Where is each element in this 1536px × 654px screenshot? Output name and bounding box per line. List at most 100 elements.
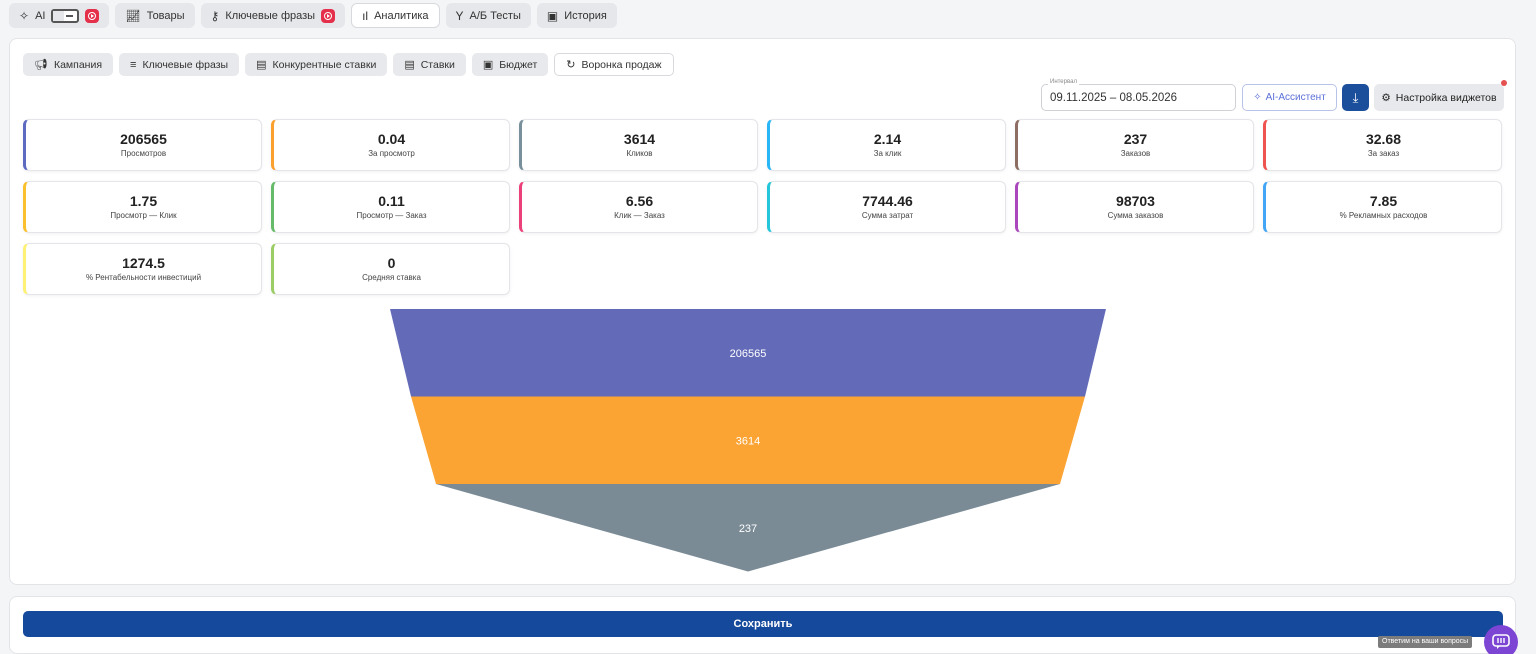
- subtab-campaign-label: Кампания: [53, 58, 103, 71]
- wallet-icon: ▣: [482, 59, 494, 71]
- metric-label: Сумма заказов: [1107, 211, 1164, 220]
- metric-label: За клик: [873, 149, 902, 158]
- video-badge-icon: [321, 8, 336, 23]
- ai-assistant-label: AI-Ассистент: [1265, 92, 1326, 103]
- analytics-panel: 📢︎ Кампания ≡ Ключевые фразы ▤ Конкурент…: [9, 38, 1516, 585]
- metric-value: 32.68: [1365, 131, 1402, 147]
- metric-value: 1.75: [129, 193, 158, 209]
- metric-value: 0: [387, 255, 396, 271]
- funnel-stage-label: 206565: [730, 348, 767, 360]
- analytics-sub-tabs: 📢︎ Кампания ≡ Ключевые фразы ▤ Конкурент…: [23, 53, 674, 76]
- metric-label: Клик — Заказ: [614, 211, 665, 220]
- ai-toggle[interactable]: [51, 8, 80, 23]
- metric-label: Сумма затрат: [861, 211, 914, 220]
- subtab-competitor-bids-label: Конкурентные ставки: [272, 58, 377, 71]
- metric-value: 0.04: [377, 131, 406, 147]
- date-interval-value: 09.11.2025 – 08.05.2026: [1050, 92, 1178, 104]
- metric-card: 1274.5 % Рентабельности инвестиций: [23, 243, 262, 295]
- tab-products-label: Товары: [146, 9, 185, 22]
- list-check-icon: ≡: [130, 58, 137, 71]
- date-interval-field[interactable]: Интервал 09.11.2025 – 08.05.2026: [1041, 79, 1236, 111]
- tab-history[interactable]: ▣ История: [536, 3, 617, 28]
- split-icon: Y: [455, 8, 464, 23]
- save-panel: Сохранить: [9, 596, 1516, 654]
- subtab-campaign[interactable]: 📢︎ Кампания: [23, 53, 114, 76]
- bar-chart-icon: ıl: [362, 8, 369, 23]
- subtab-sales-funnel-label: Воронка продаж: [581, 58, 662, 71]
- funnel-stage-3[interactable]: [436, 484, 1060, 572]
- funnel-stage-1[interactable]: [390, 309, 1106, 397]
- key-icon: ⚷: [210, 8, 220, 23]
- metric-card: 32.68 За заказ: [1263, 119, 1502, 171]
- subtab-competitor-bids[interactable]: ▤ Конкурентные ставки: [245, 53, 388, 76]
- metric-label: Просмотр — Клик: [110, 211, 177, 220]
- chat-icon: [1492, 634, 1510, 649]
- subtab-bids-label: Ставки: [420, 58, 455, 71]
- money-icon: ▤: [404, 59, 415, 71]
- subtab-keywords-label: Ключевые фразы: [142, 58, 229, 71]
- chat-button[interactable]: [1484, 625, 1518, 654]
- widget-settings-button[interactable]: ⚙ Настройка виджетов: [1374, 80, 1507, 111]
- subtab-bids[interactable]: ▤ Ставки: [393, 53, 466, 76]
- chart-line-icon: 📈︎: [125, 8, 141, 23]
- metric-label: За просмотр: [368, 149, 415, 158]
- tab-keywords[interactable]: ⚷ Ключевые фразы: [200, 3, 346, 28]
- metric-value: 1274.5: [122, 255, 165, 271]
- top-tabs: ✧ AI 📈︎ Товары ⚷ Ключевые фразы ıl Анали…: [9, 3, 617, 28]
- subtab-budget[interactable]: ▣ Бюджет: [471, 53, 549, 76]
- metric-value: 7744.46: [862, 193, 913, 209]
- metric-value: 237: [1123, 131, 1148, 147]
- subtab-sales-funnel[interactable]: ↻ Воронка продаж: [554, 53, 674, 76]
- metric-card: 7.85 % Рекламных расходов: [1263, 181, 1502, 233]
- save-button[interactable]: Сохранить: [23, 611, 1503, 637]
- download-icon: ⤓: [1352, 89, 1359, 105]
- metric-label: Просмотр — Заказ: [356, 211, 427, 220]
- tab-ab-tests-label: А/Б Тесты: [469, 9, 521, 22]
- metric-card: 3614 Кликов: [519, 119, 758, 171]
- subtab-keywords[interactable]: ≡ Ключевые фразы: [119, 53, 240, 76]
- metric-card: 0 Средняя ставка: [271, 243, 510, 295]
- money-icon: ▤: [256, 59, 267, 71]
- subtab-budget-label: Бюджет: [499, 58, 538, 71]
- metric-label: % Рекламных расходов: [1339, 211, 1428, 220]
- tab-ai[interactable]: ✧ AI: [9, 3, 110, 28]
- metric-card: 237 Заказов: [1015, 119, 1254, 171]
- metric-value: 7.85: [1369, 193, 1398, 209]
- metric-label: Средняя ставка: [362, 273, 421, 282]
- sparkle-icon: ✧: [19, 8, 30, 23]
- metric-label: % Рентабельности инвестиций: [85, 273, 202, 282]
- metric-card: 6.56 Клик — Заказ: [519, 181, 758, 233]
- tab-ab-tests[interactable]: Y А/Б Тесты: [445, 3, 531, 28]
- metric-value: 3614: [623, 131, 656, 147]
- notification-dot: [1501, 80, 1507, 86]
- metric-card: 0.11 Просмотр — Заказ: [271, 181, 510, 233]
- tab-products[interactable]: 📈︎ Товары: [115, 3, 195, 28]
- metric-card: 206565 Просмотров: [23, 119, 262, 171]
- download-button[interactable]: ⤓: [1342, 84, 1369, 111]
- metric-card: 7744.46 Сумма затрат: [767, 181, 1006, 233]
- tab-history-label: История: [564, 9, 607, 22]
- history-icon: ▣: [546, 8, 559, 23]
- metric-card: 2.14 За клик: [767, 119, 1006, 171]
- widget-settings-label: Настройка виджетов: [1395, 91, 1497, 104]
- metric-card: 1.75 Просмотр — Клик: [23, 181, 262, 233]
- tab-ai-label: AI: [35, 9, 46, 22]
- metric-value: 2.14: [873, 131, 902, 147]
- sparkle-icon: ✧: [1253, 92, 1262, 103]
- funnel-history-icon: ↻: [566, 59, 576, 71]
- funnel-stage-label: 3614: [736, 435, 760, 447]
- ai-assistant-button[interactable]: ✧ AI-Ассистент: [1242, 84, 1337, 111]
- tab-analytics[interactable]: ıl Аналитика: [351, 3, 440, 28]
- metric-label: Просмотров: [120, 149, 167, 158]
- metric-label: За заказ: [1367, 149, 1400, 158]
- metric-label: Заказов: [1120, 149, 1151, 158]
- metric-value: 98703: [1116, 193, 1155, 209]
- metric-card: 98703 Сумма заказов: [1015, 181, 1254, 233]
- metric-value: 206565: [120, 131, 167, 147]
- gear-icon: ⚙: [1381, 91, 1391, 104]
- tab-keywords-label: Ключевые фразы: [225, 9, 316, 22]
- funnel-stage-2[interactable]: [411, 396, 1085, 485]
- video-badge-icon: [85, 8, 100, 23]
- metric-value: 6.56: [625, 193, 654, 209]
- chat-tooltip: Ответим на ваши вопросы: [1378, 636, 1473, 648]
